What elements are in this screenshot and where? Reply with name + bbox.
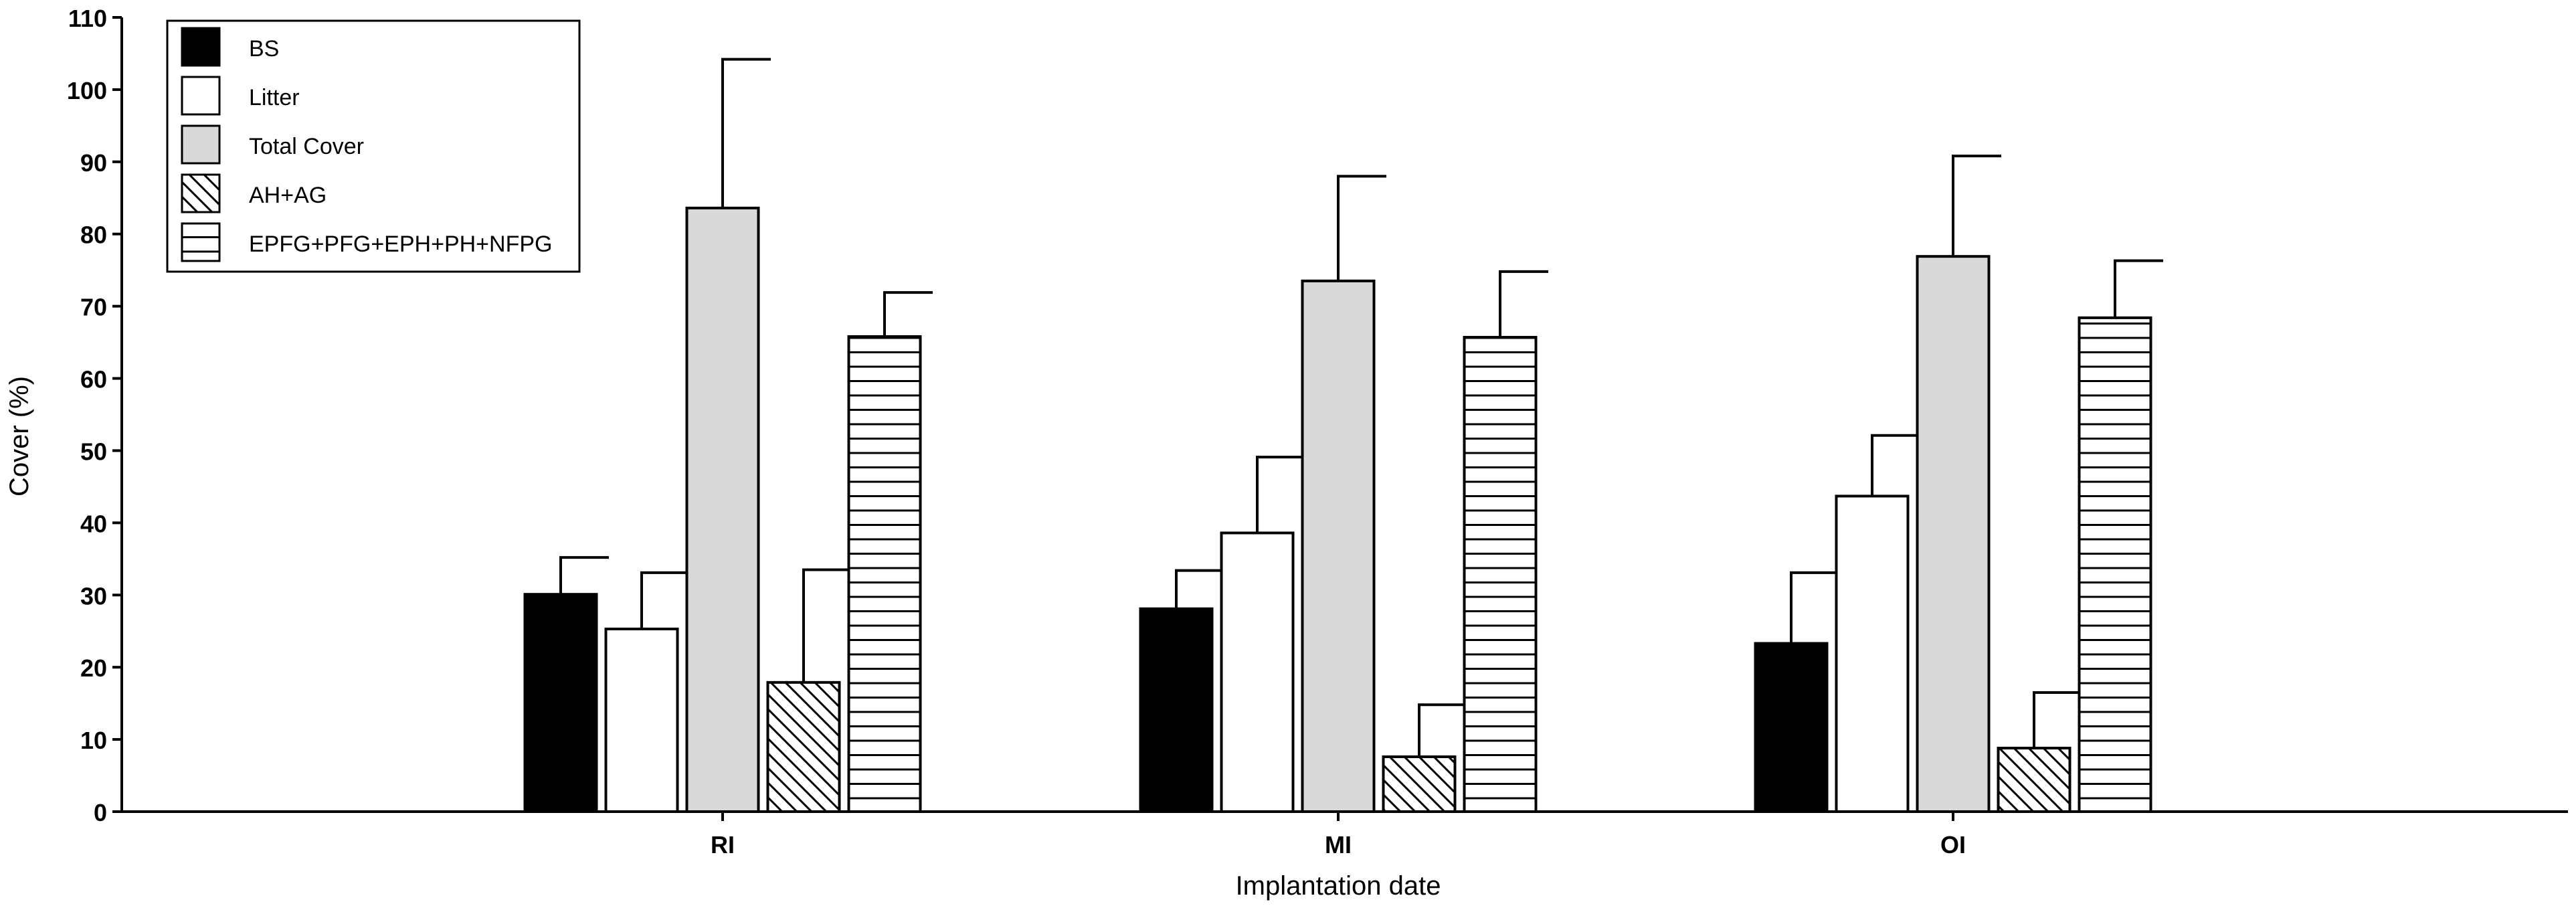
axis-labels: Implantation date Cover (%): [5, 376, 1441, 901]
y-tick-label: 50: [80, 438, 107, 465]
y-tick-label: 80: [80, 221, 107, 249]
y-tick-label: 110: [68, 5, 107, 32]
bar-mi-3: [1382, 755, 1457, 814]
y-tick-label: 60: [80, 366, 107, 393]
bar-ri-4: [847, 335, 922, 813]
bar-mi-2: [1301, 279, 1376, 814]
x-tick-label: RI: [711, 831, 735, 858]
legend-swatch: [181, 222, 221, 262]
bar-oi-4: [2078, 316, 2152, 814]
legend-swatch: [181, 173, 221, 213]
bar-ri-2: [685, 206, 760, 813]
legend-swatch: [181, 27, 221, 67]
y-tick-label: 20: [80, 654, 107, 682]
y-tick-label: 0: [94, 799, 107, 826]
legend: BS Litter Total Cover AH+AG EPFG+PFG+EPH+PH+…: [166, 19, 581, 273]
bar-mi-1: [1220, 531, 1295, 813]
y-axis-label: Cover (%): [5, 376, 34, 496]
x-axis-label: Implantation date: [1236, 871, 1441, 901]
bar-oi-1: [1835, 494, 1910, 813]
y-tick-label: 90: [80, 149, 107, 177]
bar-ri-0: [523, 593, 598, 814]
legend-label: AH+AG: [249, 183, 327, 208]
bar-mi-0: [1139, 607, 1214, 813]
x-tick-label: OI: [1940, 831, 1966, 858]
legend-box: [166, 19, 581, 273]
legend-swatch: [181, 124, 221, 165]
bar-oi-3: [1997, 747, 2072, 814]
y-tick-label: 40: [80, 510, 107, 537]
bar-ri-3: [766, 680, 841, 813]
y-tick-label: 100: [67, 77, 107, 104]
y-tick-label: 70: [80, 294, 107, 321]
legend-label: BS: [249, 36, 279, 62]
bar-oi-2: [1916, 255, 1991, 813]
bars: [523, 58, 2163, 814]
y-tick-label: 30: [80, 582, 107, 610]
legend-label: Litter: [249, 85, 300, 110]
bar-mi-4: [1463, 336, 1538, 813]
y-tick-label: 10: [80, 727, 107, 754]
legend-swatch: [181, 76, 221, 116]
bar-ri-1: [604, 627, 679, 813]
legend-label: EPFG+PFG+EPH+PH+NFPG: [249, 232, 552, 257]
bar-oi-0: [1754, 642, 1829, 814]
legend-label: Total Cover: [249, 134, 364, 159]
x-tick-label: MI: [1325, 831, 1352, 858]
